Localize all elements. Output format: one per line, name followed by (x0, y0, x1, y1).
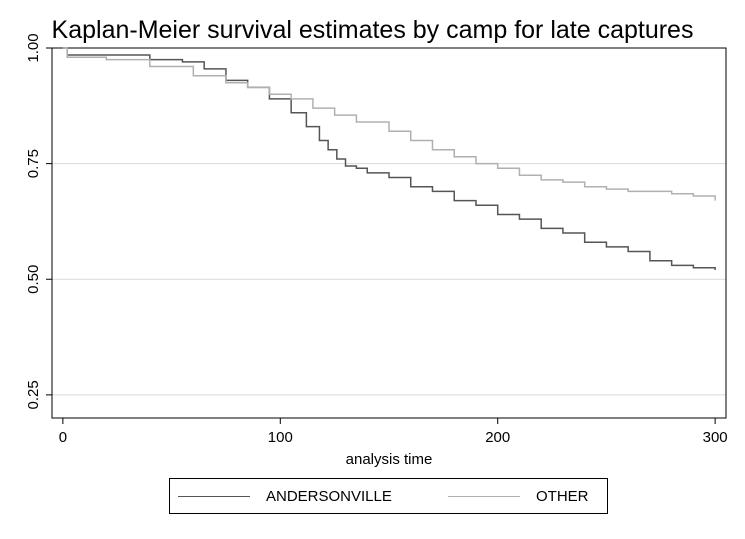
y-tick-label: 1.00 (25, 33, 42, 62)
x-axis-title: analysis time (346, 451, 433, 468)
legend: ANDERSONVILLE OTHER (169, 478, 608, 514)
grid-layer (52, 163, 726, 396)
plot-frame (51, 47, 727, 419)
legend-swatch-other (448, 495, 520, 497)
y-tick-label: 0.50 (25, 265, 42, 294)
x-tick-label: 100 (268, 429, 293, 446)
legend-label-other: OTHER (536, 487, 589, 505)
x-tick-label: 0 (59, 429, 67, 446)
series-layer (62, 47, 716, 270)
y-axis: 0.25 0.50 0.75 1.00 (25, 33, 52, 409)
series-line-other (62, 47, 716, 201)
y-tick-label: 0.25 (25, 380, 42, 409)
legend-label-andersonville: ANDERSONVILLE (266, 487, 392, 505)
chart-title: Kaplan-Meier survival estimates by camp … (51, 16, 694, 44)
legend-item-other: OTHER (448, 479, 589, 513)
y-tick-label: 0.75 (25, 149, 42, 178)
legend-item-andersonville: ANDERSONVILLE (178, 479, 392, 513)
legend-swatch-andersonville (178, 495, 250, 497)
x-tick-label: 300 (703, 429, 728, 446)
series-line-andersonville (62, 47, 716, 270)
x-axis: 0 100 200 300 (59, 418, 728, 446)
x-tick-label: 200 (485, 429, 510, 446)
